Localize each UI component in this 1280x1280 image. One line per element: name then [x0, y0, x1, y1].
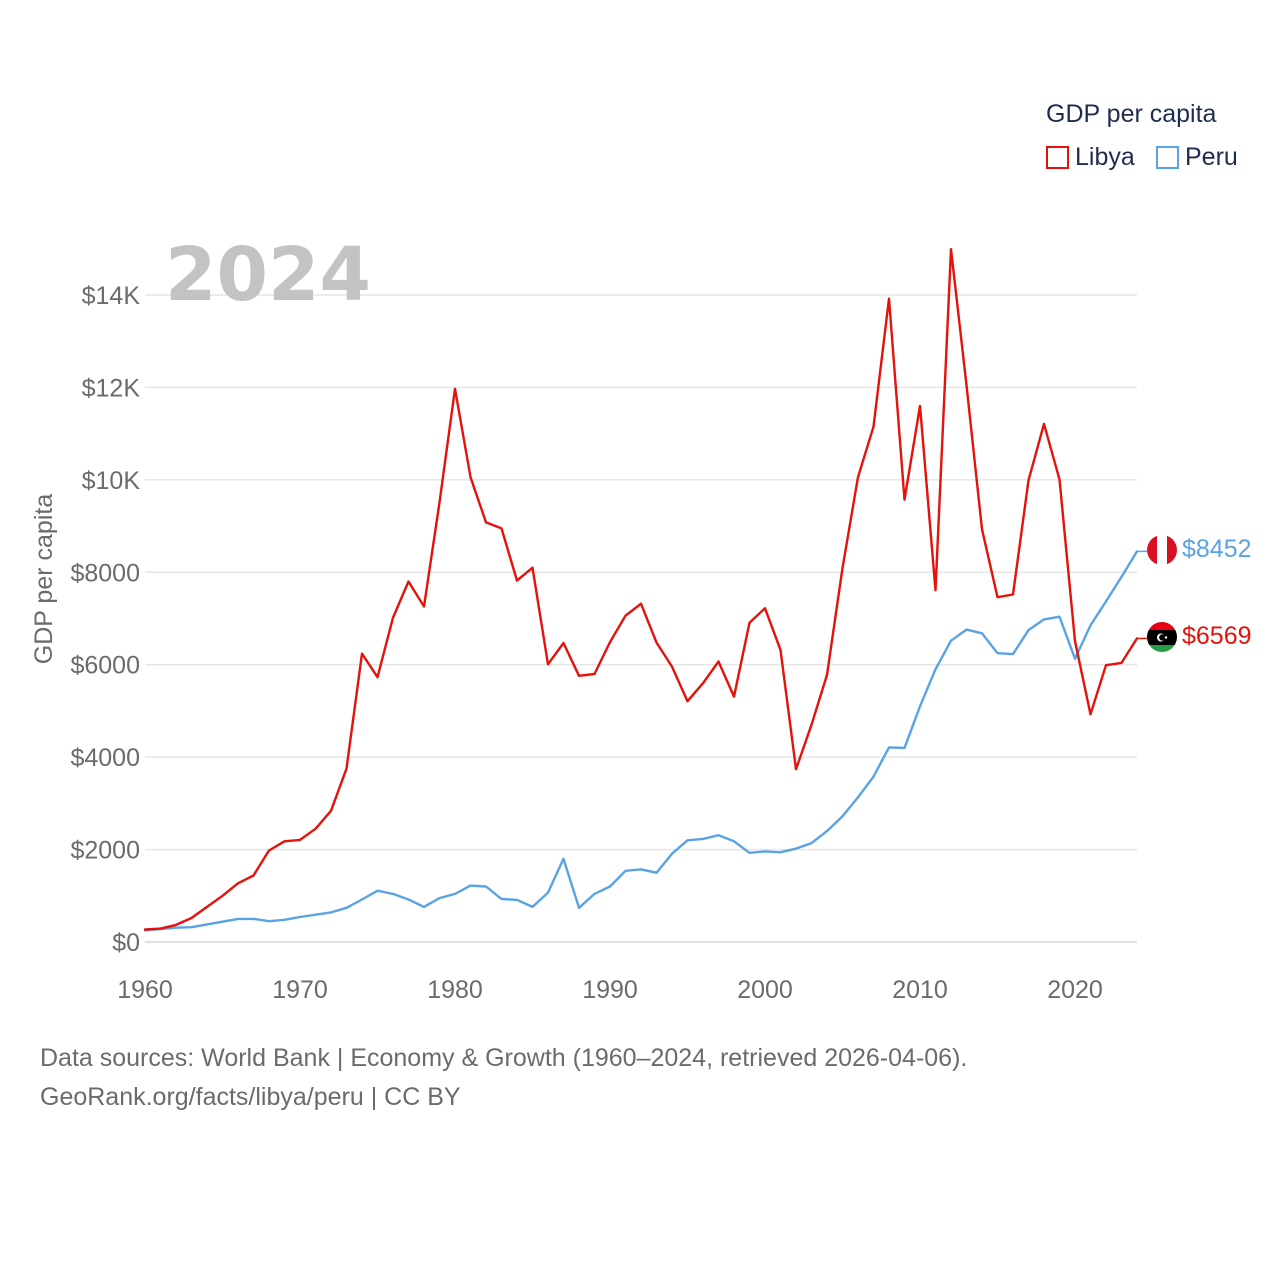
legend-swatch-libya — [1046, 146, 1069, 169]
series-lines — [143, 247, 1147, 932]
series-line-libya — [143, 247, 1139, 931]
y-axis-label: GDP per capita — [30, 494, 58, 665]
y-tick-label: $12K — [82, 374, 141, 402]
y-tick-label: $0 — [112, 929, 140, 957]
legend-title: GDP per capita — [1046, 100, 1217, 128]
y-tick-label: $8000 — [70, 559, 140, 587]
libya-flag-icon — [1147, 622, 1177, 652]
legend-item-libya[interactable]: Libya — [1046, 143, 1135, 172]
libya-end-value: $6569 — [1182, 622, 1252, 650]
year-badge: 2024 — [165, 232, 371, 318]
x-tick-label: 1960 — [117, 976, 173, 1004]
x-tick-label: 1980 — [427, 976, 483, 1004]
x-tick-label: 2020 — [1047, 976, 1103, 1004]
x-tick-label: 1990 — [582, 976, 638, 1004]
series-line-peru — [143, 550, 1139, 932]
x-tick-label: 1970 — [272, 976, 328, 1004]
y-tick-label: $4000 — [70, 744, 140, 772]
legend-swatch-peru — [1156, 146, 1179, 169]
footer-attribution: GeoRank.org/facts/libya/peru | CC BY — [40, 1083, 461, 1111]
y-tick-label: $2000 — [70, 837, 140, 865]
legend-label-peru: Peru — [1185, 143, 1238, 171]
legend-label-libya: Libya — [1075, 143, 1135, 171]
y-tick-label: $10K — [82, 467, 141, 495]
y-tick-label: $14K — [82, 282, 141, 310]
y-tick-label: $6000 — [70, 652, 140, 680]
peru-end-value: $8452 — [1182, 535, 1252, 563]
peru-flag-icon — [1147, 535, 1177, 565]
x-axis-ticks: 1960 1970 1980 1990 2000 2010 2020 — [117, 976, 1103, 1004]
x-tick-label: 2000 — [737, 976, 793, 1004]
x-tick-label: 2010 — [892, 976, 948, 1004]
grid-lines — [145, 294, 1137, 943]
legend-item-peru[interactable]: Peru — [1156, 143, 1238, 172]
footer-sources: Data sources: World Bank | Economy & Gro… — [40, 1044, 968, 1072]
y-axis-ticks: $0 $2000 $4000 $6000 $8000 $10K $12K $14K — [70, 282, 140, 957]
